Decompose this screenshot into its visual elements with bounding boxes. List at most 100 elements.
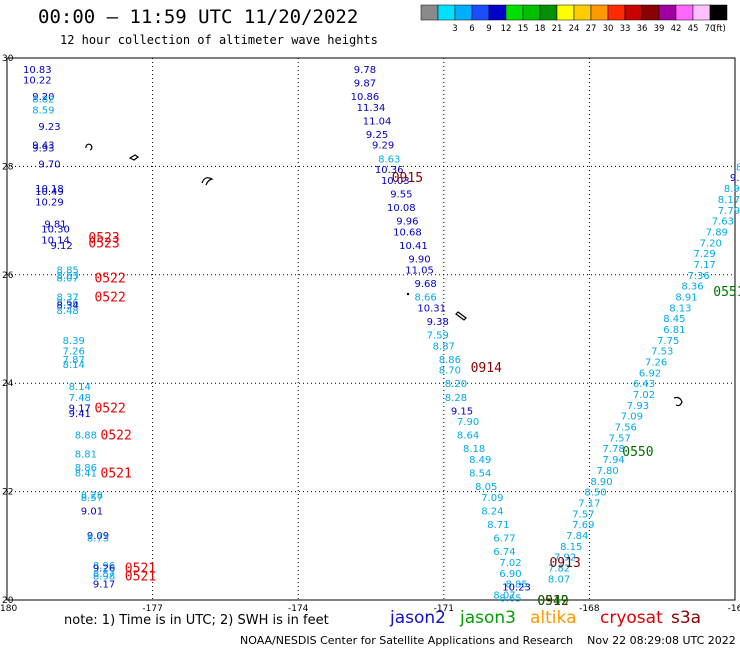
legend-tick-label: 33	[620, 24, 631, 34]
wave-height-value: 9.17	[69, 404, 91, 415]
legend-swatch	[675, 4, 694, 21]
island-outline	[128, 154, 140, 161]
wave-height-value: 11.34	[357, 103, 386, 114]
wave-height-value: 7.82	[548, 563, 570, 574]
wave-height-value: 8.64	[457, 431, 479, 442]
wave-height-value: 8.34	[57, 301, 79, 312]
wave-height-value: 8.28	[81, 490, 103, 501]
plot-frame	[6, 57, 736, 601]
wave-height-value: 8.54	[469, 469, 491, 480]
wave-height-value: 6.81	[663, 325, 685, 336]
wave-height-value: 8.13	[669, 303, 691, 314]
wave-height-value: 10.22	[23, 76, 52, 87]
legend-tick-label: 21	[552, 24, 563, 34]
wave-height-value: 8.14	[63, 360, 85, 371]
satellite-jason2: jason2	[390, 608, 446, 628]
wave-height-value: 7.09	[481, 493, 503, 504]
wave-height-value: 10.29	[35, 198, 64, 209]
wave-height-value: 8.87	[433, 341, 455, 352]
track-time-label: 0913	[549, 556, 580, 571]
legend-tick-label: 30	[603, 24, 614, 34]
wave-height-value: 8.24	[481, 507, 503, 518]
wave-height-value: 8.07	[493, 591, 515, 602]
wave-height-value: 7.57	[572, 509, 594, 520]
wave-height-value: 7.48	[69, 393, 91, 404]
legend-swatch	[709, 4, 728, 21]
wave-height-value: 7.92	[554, 553, 576, 564]
wave-height-value: 10.08	[387, 203, 416, 214]
track-time-label: 0521	[101, 467, 132, 482]
legend-tick-label: 45	[688, 24, 699, 34]
legend-swatch	[437, 4, 456, 21]
wave-height-value: 8.20	[445, 379, 467, 390]
wave-height-value: 7.87	[63, 355, 85, 366]
wave-height-value: 8.90	[590, 477, 612, 488]
wave-height-value: 9.55	[390, 190, 412, 201]
wave-height-value: 7.26	[63, 347, 85, 358]
legend-tick-label: 6	[469, 24, 474, 34]
wave-height-value: 10.31	[417, 303, 446, 314]
legend-swatch	[590, 4, 609, 21]
y-tick-label: 20	[2, 596, 14, 606]
wave-height-value: 8.65	[499, 593, 521, 604]
track-time-label: 0551	[713, 285, 740, 300]
wave-height-value: 7.02	[633, 390, 655, 401]
satellite-jason3: jason3	[460, 608, 516, 628]
wave-height-value: 8.07	[548, 574, 570, 585]
wave-height-value: 8.85	[57, 265, 79, 276]
satellite-altika: altika	[530, 608, 577, 628]
wave-height-value: 9.09	[87, 531, 109, 542]
wave-height-value: 8.85	[505, 580, 527, 591]
wave-height-value: 9.15	[451, 406, 473, 417]
track-time-label: 0521	[125, 570, 156, 585]
wave-height-value: 7.56	[615, 423, 637, 434]
wave-height-value: 9.01	[81, 507, 103, 518]
island-outline	[85, 143, 93, 151]
legend-tick-label: 18	[535, 24, 546, 34]
x-tick-label: -168	[579, 604, 600, 614]
wave-height-value: 8.07	[57, 274, 79, 285]
legend-tick-label: 42	[671, 24, 682, 34]
wave-height-value: 8.73	[87, 534, 109, 545]
wave-height-value: 8.37	[57, 292, 79, 303]
wave-height-value: 9.87	[354, 78, 376, 89]
wave-height-value: 9.78	[354, 65, 376, 76]
x-tick-label: -171	[434, 604, 454, 614]
footer-credit: NOAA/NESDIS Center for Satellite Applica…	[240, 634, 736, 647]
wave-height-value: 7.53	[651, 347, 673, 358]
track-time-label: 0549	[537, 594, 568, 609]
wave-height-value: 8.50	[584, 488, 606, 499]
island-outline	[455, 311, 467, 321]
wave-height-value: 6.77	[493, 534, 515, 545]
track-time-label: 0523	[88, 231, 119, 246]
wave-height-value: 8.15	[560, 542, 582, 553]
wave-height-value: 8.91	[675, 292, 697, 303]
wave-height-value: 10.23	[502, 582, 531, 593]
track-time-label: 0522	[94, 272, 125, 287]
wave-height-value: 10.83	[23, 65, 52, 76]
wave-height-value: 7.93	[627, 401, 649, 412]
wave-height-value: 8.66	[57, 298, 79, 309]
wave-height-value: 9.17	[93, 580, 115, 591]
y-tick-label: 26	[2, 271, 14, 281]
track-time-label: 0550	[622, 445, 653, 460]
wave-height-value: 10.03	[381, 176, 410, 187]
wave-height-value: 8.14	[69, 382, 91, 393]
wave-height-value: 9.70	[38, 160, 60, 171]
wave-height-value: 10.36	[375, 165, 404, 176]
wave-height-value: 8.28	[445, 393, 467, 404]
wave-height-value: 8.59	[32, 105, 54, 116]
wave-height-value: 7.80	[596, 466, 618, 477]
y-tick-label: 28	[2, 162, 14, 172]
wave-height-value: 8.81	[75, 450, 97, 461]
wave-height-value: 7.79	[718, 206, 740, 217]
wave-height-value: 9.20	[32, 92, 54, 103]
wave-height-value: 6.92	[639, 368, 661, 379]
legend-swatch	[505, 4, 524, 21]
legend-swatch	[420, 4, 439, 21]
wave-height-value: 6.74	[493, 547, 515, 558]
legend-tick-label: 15	[518, 24, 529, 34]
legend-tick-label: 12	[501, 24, 512, 34]
x-tick-label: -177	[142, 604, 162, 614]
